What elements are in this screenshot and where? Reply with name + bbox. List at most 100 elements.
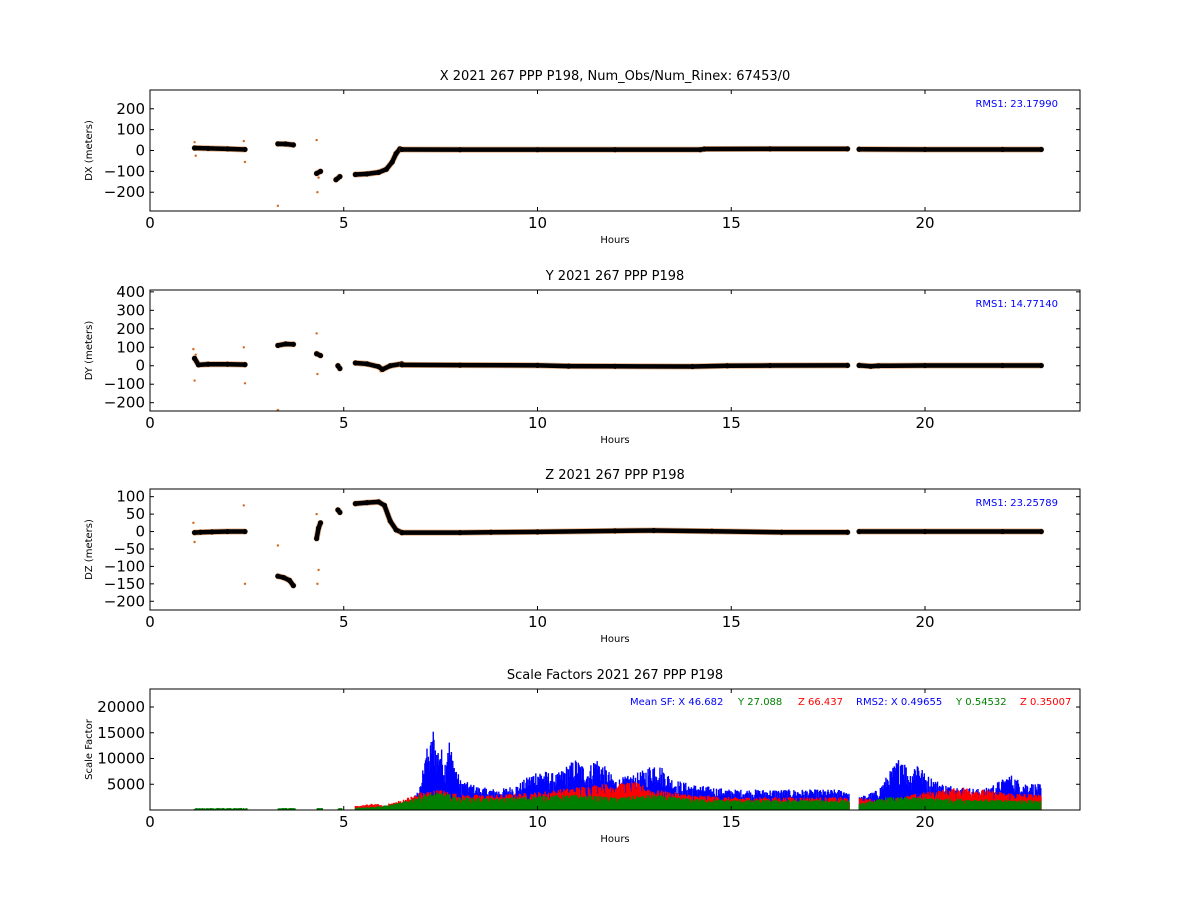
panel-4: Scale Factors 2021 267 PPP P198 Hours Scal… bbox=[84, 668, 1081, 845]
data-point bbox=[352, 501, 358, 507]
data-point bbox=[290, 582, 296, 589]
sf-annotation: Mean SF: X 46.682 bbox=[630, 697, 723, 708]
data-point bbox=[275, 573, 281, 579]
outlier-point bbox=[243, 382, 247, 385]
rms-annotation: RMS1: 14.77140 bbox=[975, 299, 1058, 310]
chart-title: X 2021 267 PPP P198, Num_Obs/Num_Rinex: … bbox=[440, 69, 791, 84]
outlier-point bbox=[276, 408, 280, 411]
x-tick-label: 5 bbox=[339, 813, 349, 831]
outlier-point bbox=[243, 160, 247, 164]
data-point bbox=[314, 351, 320, 357]
x-tick-label: 10 bbox=[528, 214, 547, 232]
y-axis-label: DZ (meters) bbox=[84, 519, 95, 580]
data-point bbox=[315, 525, 322, 531]
data-point bbox=[389, 159, 395, 165]
y-tick-label: 100 bbox=[116, 338, 145, 356]
outlier-point bbox=[317, 568, 320, 572]
y-tick-label: 15000 bbox=[97, 724, 145, 742]
sf-annotation: Z 0.35007 bbox=[1020, 697, 1071, 708]
data-point bbox=[275, 342, 281, 349]
rms-annotation: RMS1: 23.25789 bbox=[975, 498, 1058, 509]
y-tick-label: 200 bbox=[116, 100, 145, 118]
data-point bbox=[856, 362, 862, 368]
data-point bbox=[709, 528, 715, 534]
y-tick-label: −100 bbox=[104, 375, 145, 393]
chart-title: Y 2021 267 PPP P198 bbox=[545, 269, 685, 284]
x-tick-label: 0 bbox=[145, 613, 155, 631]
data-point bbox=[283, 141, 289, 147]
data-point bbox=[275, 141, 281, 147]
y-tick-label: 10000 bbox=[97, 750, 145, 768]
data-point bbox=[364, 499, 370, 506]
x-tick-label: 5 bbox=[339, 613, 349, 631]
sf-annotation: Z 66.437 bbox=[798, 697, 843, 708]
data-point bbox=[922, 146, 928, 153]
x-tick-label: 15 bbox=[722, 613, 741, 631]
outlier-point bbox=[194, 353, 197, 356]
y-axis-label: Scale Factor bbox=[84, 718, 95, 780]
x-tick-label: 15 bbox=[722, 414, 741, 432]
outlier-point bbox=[193, 140, 196, 144]
data-point bbox=[393, 527, 399, 533]
outlier-point bbox=[316, 372, 319, 376]
outlier-point bbox=[317, 176, 320, 179]
data-point bbox=[701, 146, 707, 152]
outlier-point bbox=[194, 154, 197, 157]
data-point bbox=[767, 362, 773, 369]
data-point bbox=[1038, 528, 1044, 535]
data-point bbox=[333, 177, 339, 183]
y-tick-label: −50 bbox=[113, 540, 145, 558]
plot-frame bbox=[149, 89, 1081, 212]
x-tick-label: 20 bbox=[915, 414, 934, 432]
y-tick-label: 20000 bbox=[97, 698, 145, 716]
chart-title: Scale Factors 2021 267 PPP P198 bbox=[507, 668, 723, 683]
outlier-point bbox=[193, 540, 196, 544]
outlier-point bbox=[316, 191, 319, 194]
data-point bbox=[767, 146, 773, 152]
data-point bbox=[195, 362, 202, 368]
data-point bbox=[283, 341, 289, 347]
data-point bbox=[457, 529, 463, 536]
outlier-point bbox=[193, 379, 196, 382]
data-point bbox=[999, 146, 1006, 153]
data-point bbox=[1038, 362, 1044, 369]
plot-frame bbox=[149, 488, 1081, 611]
data-point bbox=[205, 145, 211, 152]
data-point bbox=[205, 361, 211, 367]
data-point bbox=[1038, 146, 1044, 153]
data-point bbox=[999, 362, 1006, 369]
data-point bbox=[399, 146, 405, 153]
data-point bbox=[290, 341, 296, 347]
x-tick-label: 0 bbox=[145, 414, 155, 432]
series-track bbox=[399, 146, 850, 152]
data-point bbox=[612, 528, 618, 534]
y-tick-label: 50 bbox=[126, 505, 145, 523]
data-point bbox=[922, 528, 928, 535]
data-point bbox=[286, 577, 293, 583]
data-point bbox=[844, 529, 851, 535]
x-tick-label: 5 bbox=[339, 214, 349, 232]
data-point bbox=[868, 363, 874, 369]
series-track bbox=[856, 363, 1044, 369]
data-point bbox=[651, 527, 657, 534]
data-point bbox=[242, 146, 248, 153]
outlier-point bbox=[316, 582, 319, 586]
x-tick-label: 10 bbox=[528, 613, 547, 631]
data-point bbox=[922, 362, 928, 369]
y-tick-label: 400 bbox=[116, 283, 145, 301]
panel-1: X 2021 267 PPP P198, Num_Obs/Num_Rinex: … bbox=[84, 69, 1081, 246]
y-tick-label: 0 bbox=[135, 523, 145, 541]
data-point bbox=[281, 574, 287, 581]
y-tick-label: −100 bbox=[104, 162, 145, 180]
data-point bbox=[387, 363, 393, 369]
y-tick-label: −200 bbox=[104, 183, 145, 201]
sf-annotation: Y 27.088 bbox=[737, 697, 782, 708]
x-tick-label: 15 bbox=[722, 214, 741, 232]
data-point bbox=[399, 529, 405, 536]
y-tick-label: 200 bbox=[116, 320, 145, 338]
data-point bbox=[376, 364, 382, 370]
data-point bbox=[224, 528, 231, 535]
data-point bbox=[844, 146, 851, 152]
data-point bbox=[534, 147, 541, 153]
data-point bbox=[393, 151, 399, 157]
